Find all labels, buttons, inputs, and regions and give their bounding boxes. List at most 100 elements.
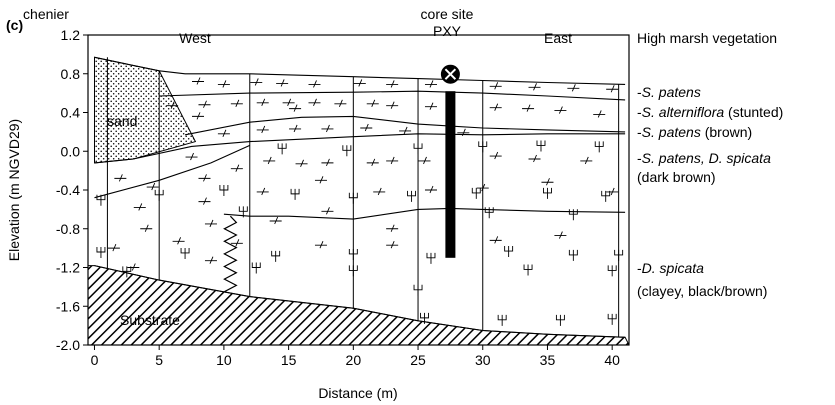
root-symbol-27 — [251, 262, 261, 274]
grass-symbol-d33 — [489, 236, 502, 244]
grass-symbol-d18 — [373, 187, 386, 196]
legend-label-2: -S. patens (brown) — [637, 124, 752, 140]
grass-symbol-d3 — [198, 174, 211, 182]
grass-symbol-d13 — [580, 156, 593, 165]
legend-prefix: - — [637, 150, 642, 166]
grass-symbol-d30 — [230, 239, 243, 247]
grass-symbol-d16 — [256, 187, 269, 196]
grass-symbol-b8 — [386, 101, 399, 109]
x-tick-label: 15 — [281, 352, 297, 368]
root-symbol-1 — [342, 145, 352, 157]
x-tick-label: 30 — [475, 352, 491, 368]
grass-symbol-d0 — [114, 174, 127, 182]
vegetation-legend: -S. patens-S. alterniflora (stunted)-S. … — [637, 84, 783, 299]
grass-symbol-d26 — [321, 207, 334, 215]
root-symbol-17 — [568, 209, 578, 221]
x-axis-label: Distance (m) — [318, 385, 397, 401]
root-symbol-7 — [154, 189, 164, 201]
legend-label-0: -S. patens — [637, 84, 701, 100]
grass-symbol-d9 — [386, 156, 399, 165]
grass-symbol-d23 — [140, 224, 153, 232]
grass-symbol-b2 — [230, 99, 243, 107]
grass-symbol-d4 — [230, 164, 243, 172]
grass-symbol-a5 — [353, 79, 366, 87]
grass-symbol-d6 — [295, 159, 308, 168]
root-symbol-19 — [180, 247, 190, 259]
layer-boundary-1 — [159, 90, 626, 101]
east-label: East — [544, 30, 572, 46]
grass-symbol-d36 — [127, 263, 140, 271]
layer-boundary-3 — [94, 133, 626, 164]
substrate-region — [88, 265, 629, 345]
x-tick-label: 5 — [155, 352, 163, 368]
root-symbol-9 — [290, 188, 300, 200]
west-label: West — [179, 30, 211, 46]
grass-symbol-a10 — [567, 84, 580, 92]
root-symbol-11 — [407, 190, 417, 202]
root-symbol-14 — [601, 190, 611, 202]
legend-prefix: - — [637, 124, 642, 140]
y-tick-label: -1.6 — [56, 298, 80, 314]
y-tick-label: 0.0 — [61, 143, 81, 159]
layer-boundary-5 — [223, 207, 626, 220]
root-symbol-20 — [271, 250, 281, 262]
x-tick-label: 20 — [346, 352, 362, 368]
y-tick-label: 0.8 — [61, 66, 81, 82]
layer-boundary-4 — [94, 144, 251, 199]
legend-label-4: (dark brown) — [637, 169, 716, 185]
legend-prefix: - — [637, 260, 642, 276]
grass-symbol-d25 — [269, 216, 282, 225]
legend-label-3: -S. patens, D. spicata — [637, 150, 771, 166]
grass-symbol-d12 — [528, 154, 541, 163]
axes: 0 5 10 15 20 25 30 35 40 1.2 0.8 0.4 0.0 -0.4 -0.8 -1.2… — [56, 27, 630, 368]
root-symbol-12 — [471, 187, 481, 199]
sand-label: sand — [107, 113, 137, 129]
grass-symbol-d19 — [424, 185, 437, 194]
profile-layer — [88, 56, 629, 345]
x-tick-label: 40 — [604, 352, 620, 368]
root-symbol-29 — [413, 284, 423, 296]
x-tick-label: 25 — [410, 352, 426, 368]
grass-symbol-d11 — [489, 151, 502, 160]
grass-symbol-d21 — [541, 178, 554, 186]
grass-symbol-a3 — [276, 79, 289, 87]
layer-surface — [94, 56, 626, 85]
grass-symbol-a6 — [386, 80, 399, 88]
panel-label: (c) — [6, 17, 23, 33]
grass-symbol-b4 — [282, 98, 295, 106]
y-axis-label: Elevation (m NGVD29) — [6, 119, 22, 261]
legend-species: S. patens, D. spicata — [642, 150, 771, 166]
root-symbol-23 — [504, 246, 514, 258]
legend-species: S. patens — [642, 84, 701, 100]
grass-symbol-d35 — [204, 256, 217, 264]
grass-symbol-a7 — [424, 80, 437, 88]
grass-symbol-d8 — [366, 158, 379, 167]
substrate-boundary — [94, 265, 626, 338]
y-tick-label: 1.2 — [61, 27, 81, 43]
root-symbol-22 — [426, 252, 436, 264]
grass-symbol-b15 — [289, 104, 302, 112]
grass-symbol-d29 — [172, 237, 185, 245]
grass-symbol-a4 — [308, 80, 321, 88]
root-symbol-3 — [478, 141, 488, 153]
grass-symbol-d24 — [204, 219, 217, 228]
grass-symbol-c3 — [321, 124, 334, 133]
root-symbol-33 — [497, 314, 507, 326]
grass-symbol-b13 — [593, 110, 606, 118]
grass-symbol-c0 — [217, 129, 230, 137]
grass-symbol-c2 — [289, 124, 302, 133]
substrate-label: Substrate — [120, 312, 180, 328]
root-symbol-21 — [348, 248, 358, 260]
root-symbol-4 — [536, 140, 546, 152]
legend-suffix: (dark brown) — [637, 169, 716, 185]
y-tick-label: -0.4 — [56, 182, 80, 198]
grass-symbol-c4 — [360, 123, 373, 132]
root-symbol-10 — [348, 192, 358, 204]
grass-symbol-d28 — [107, 243, 120, 252]
legend-prefix: - — [637, 104, 642, 120]
root-symbol-13 — [543, 187, 552, 199]
root-symbol-8 — [219, 185, 229, 196]
grass-symbol-d20 — [476, 183, 489, 192]
grass-symbol-b10 — [489, 103, 502, 111]
